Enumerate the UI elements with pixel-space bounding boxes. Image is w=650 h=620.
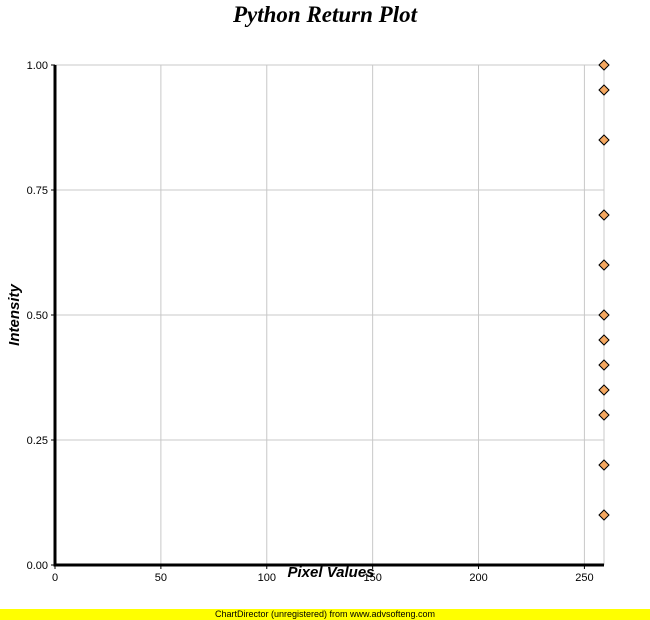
x-tick-label: 250: [575, 572, 593, 584]
data-point: [598, 209, 610, 221]
data-point: [598, 134, 610, 146]
grid-lines: [55, 64, 605, 565]
x-tick-label: 150: [363, 572, 381, 584]
data-point: [598, 309, 610, 321]
axes: [51, 64, 604, 569]
data-point: [598, 259, 610, 271]
data-point: [598, 384, 610, 396]
y-tick-label: 0.25: [27, 435, 48, 447]
x-tick-label: 0: [52, 572, 58, 584]
data-point: [598, 59, 610, 71]
data-point: [598, 334, 610, 346]
x-tick-label: 200: [469, 572, 487, 584]
data-points: [598, 59, 610, 521]
data-point: [598, 459, 610, 471]
x-tick-label: 100: [258, 572, 276, 584]
data-point: [598, 409, 610, 421]
data-point: [598, 509, 610, 521]
x-axis-label: Pixel Values: [288, 564, 375, 581]
y-tick-label: 0.00: [27, 560, 48, 572]
data-point: [598, 84, 610, 96]
x-tick-label: 50: [155, 572, 167, 584]
tick-labels: 0 50 100 150 200 250 0.00 0.25 0.50 0.75 1.00: [27, 60, 594, 584]
y-axis-label: Intensity: [6, 284, 23, 346]
y-tick-label: 0.75: [27, 185, 48, 197]
chart-title: Python Return Plot: [232, 2, 418, 27]
footer-banner: ChartDirector (unregistered) from www.ad…: [0, 609, 650, 620]
data-point: [598, 359, 610, 371]
y-tick-label: 1.00: [27, 60, 48, 72]
y-tick-label: 0.50: [27, 310, 48, 322]
